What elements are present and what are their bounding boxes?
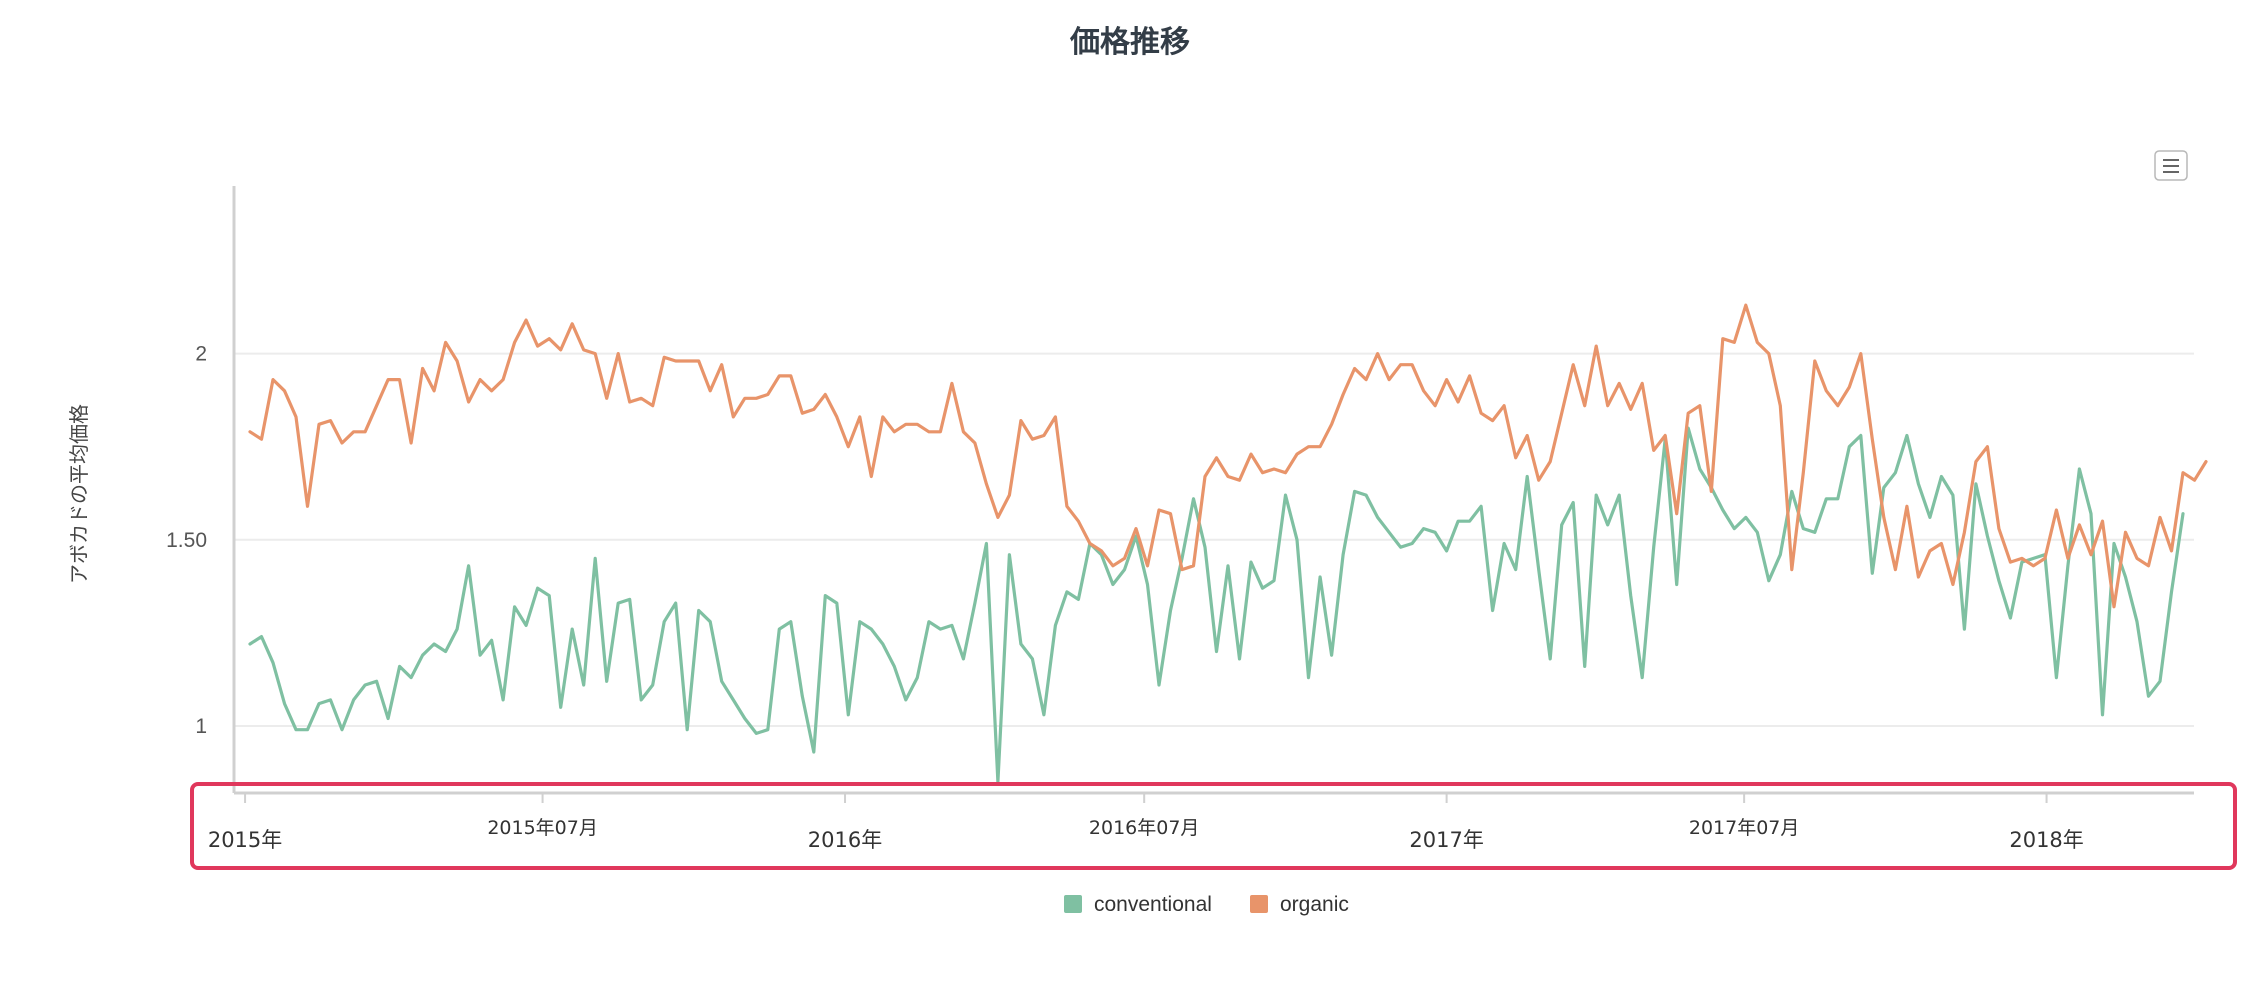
series-line-conventional bbox=[248, 426, 2185, 784]
series-line-organic bbox=[248, 303, 2208, 609]
legend-swatch-conventional bbox=[1064, 895, 1082, 913]
y-tick-label: 2 bbox=[195, 343, 207, 366]
x-axis-highlight-box bbox=[190, 782, 2237, 870]
legend-item-organic[interactable]: organic bbox=[1250, 893, 1349, 916]
x-tick-label: 2015年07月 bbox=[487, 817, 598, 839]
y-tick-label: 1 bbox=[195, 715, 207, 738]
legend-item-conventional[interactable]: conventional bbox=[1064, 893, 1212, 916]
legend: conventional organic bbox=[1064, 893, 1349, 916]
x-tick-label: 2016年 bbox=[808, 828, 882, 852]
x-axis-ticks: 2015年 2015年07月 2016年 2016年07月 2017年 2017年07月 2… bbox=[208, 793, 2084, 852]
gridlines bbox=[234, 352, 2194, 727]
chart-title: 価格推移 bbox=[1069, 25, 1190, 60]
legend-swatch-organic bbox=[1250, 895, 1268, 913]
x-tick-label: 2016年07月 bbox=[1089, 817, 1200, 839]
legend-label-conventional: conventional bbox=[1094, 893, 1212, 916]
y-axis-ticks: 1 1.50 2 bbox=[166, 343, 207, 738]
menu-button[interactable] bbox=[2154, 150, 2188, 181]
x-tick-label: 2018年 bbox=[2009, 828, 2083, 852]
x-tick-label: 2017年 bbox=[1409, 828, 1483, 852]
legend-label-organic: organic bbox=[1280, 893, 1349, 916]
y-tick-label: 1.50 bbox=[166, 529, 207, 552]
y-axis-label: アボカドの平均価格 bbox=[67, 404, 91, 584]
hamburger-menu-icon bbox=[2163, 159, 2179, 173]
series-layer bbox=[248, 303, 2208, 784]
x-tick-label: 2015年 bbox=[208, 828, 282, 852]
x-tick-label: 2017年07月 bbox=[1689, 817, 1800, 839]
